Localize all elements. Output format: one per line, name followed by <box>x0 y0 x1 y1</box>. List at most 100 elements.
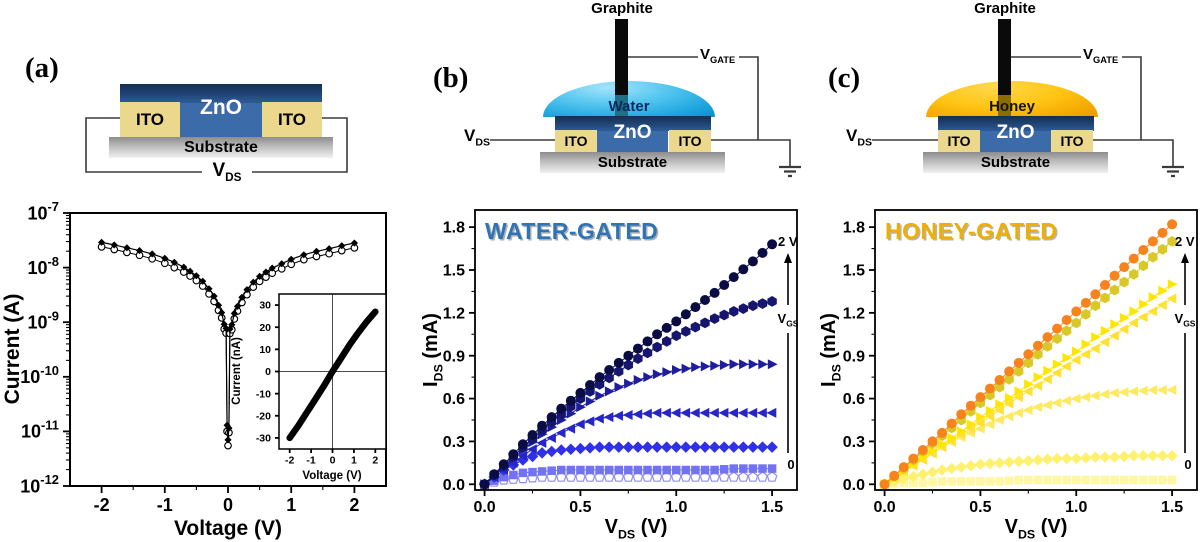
svg-text:2: 2 <box>349 495 359 515</box>
panel-b-letter: (b) <box>433 62 469 94</box>
svg-text:-20: -20 <box>256 410 271 422</box>
ito-right-a: ITO <box>262 102 322 137</box>
graphite-label-b: Graphite <box>591 0 653 17</box>
svg-text:1.0: 1.0 <box>1065 499 1087 516</box>
svg-text:0: 0 <box>330 455 336 467</box>
zno-channel-c <box>980 131 1051 152</box>
svg-text:0.6: 0.6 <box>443 391 465 408</box>
svg-text:0: 0 <box>1184 457 1191 472</box>
zno-layer-b <box>555 116 711 131</box>
substrate-b: Substrate <box>540 152 725 173</box>
svg-text:IDS (mA): IDS (mA) <box>818 313 844 387</box>
svg-text:Voltage (V): Voltage (V) <box>302 470 361 482</box>
ito-left-a: ITO <box>120 102 180 137</box>
wire-c-gate <box>1011 56 1142 140</box>
zno-label-c: ZnO <box>996 122 1035 143</box>
svg-text:0.5: 0.5 <box>969 499 991 516</box>
svg-text:0: 0 <box>223 495 233 515</box>
vds-label-b: VDS <box>464 126 490 149</box>
graphite-rod-b <box>615 19 628 95</box>
svg-text:-1: -1 <box>157 495 173 515</box>
svg-text:-10: -10 <box>256 388 271 400</box>
svg-text:VDS (V): VDS (V) <box>1005 516 1068 542</box>
panel-a-letter: (a) <box>25 52 59 84</box>
graphite-rod-tip-b <box>615 95 628 116</box>
svg-text:1.5: 1.5 <box>1161 499 1183 516</box>
svg-text:10-11: 10-11 <box>21 418 59 442</box>
vgate-label-c: VGATE <box>1083 46 1119 65</box>
ito-left-b: ITO <box>555 130 597 152</box>
svg-text:1.0: 1.0 <box>665 499 687 516</box>
ito-right-b: ITO <box>669 130 711 152</box>
ground-icon <box>779 165 801 178</box>
ito-right-c: ITO <box>1051 130 1093 152</box>
vgate-label-b: VGATE <box>700 46 736 65</box>
graphite-label-c: Graphite <box>974 0 1036 17</box>
panel-c-letter: (c) <box>828 62 861 94</box>
svg-text:0.3: 0.3 <box>843 434 865 451</box>
svg-text:10-10: 10-10 <box>20 363 59 387</box>
substrate-a: Substrate <box>109 137 333 158</box>
svg-text:0.3: 0.3 <box>443 434 465 451</box>
wire-b-gate <box>628 56 759 140</box>
wire-a <box>85 117 348 173</box>
svg-text:0.5: 0.5 <box>569 499 591 516</box>
zno-label-b: ZnO <box>613 122 652 143</box>
svg-text:10-7: 10-7 <box>27 199 59 223</box>
graphite-rod-tip-c <box>998 95 1011 116</box>
svg-text:0.6: 0.6 <box>843 391 865 408</box>
vds-label-a: VDS <box>202 158 252 184</box>
svg-text:1.2: 1.2 <box>443 305 465 322</box>
svg-text:0.9: 0.9 <box>443 348 465 365</box>
water-label: Water <box>608 97 650 115</box>
svg-text:0.0: 0.0 <box>443 477 465 494</box>
svg-text:20: 20 <box>259 322 271 334</box>
water-gated-output-plot: 0.0 0.5 1.0 1.5 0.0 0.3 0.6 0.9 1.2 1.5 1.8 VDS (V)… <box>420 209 799 542</box>
svg-text:1.5: 1.5 <box>761 499 783 516</box>
honey-gated-output-plot: 0.0 0.5 1.0 1.5 0.0 0.3 0.6 0.9 1.2 1.5 1.8 VDS (V)… <box>818 209 1198 542</box>
svg-text:1.5: 1.5 <box>443 263 465 280</box>
graphite-rod-c <box>998 19 1011 95</box>
svg-text:Voltage (V): Voltage (V) <box>174 517 282 540</box>
substrate-c: Substrate <box>923 152 1108 173</box>
svg-text:-2: -2 <box>285 455 294 467</box>
svg-text:10-8: 10-8 <box>27 254 59 278</box>
svg-text:Current (A): Current (A) <box>1 294 24 405</box>
zno-layer-c <box>938 116 1094 131</box>
svg-text:IDS (mA): IDS (mA) <box>420 313 446 387</box>
zno-layer-a <box>120 84 322 103</box>
wire-c-drain <box>1093 139 1174 166</box>
svg-text:1.8: 1.8 <box>843 220 865 237</box>
zno-label-a: ZnO <box>200 96 242 119</box>
svg-text:-30: -30 <box>256 433 271 445</box>
svg-text:0.0: 0.0 <box>843 477 865 494</box>
svg-text:-1: -1 <box>306 455 315 467</box>
svg-text:30: 30 <box>259 300 271 312</box>
svg-text:0.0: 0.0 <box>873 499 895 516</box>
svg-text:1.5: 1.5 <box>843 263 865 280</box>
zno-channel-a <box>180 103 262 137</box>
svg-text:1: 1 <box>351 455 357 467</box>
svg-text:0.0: 0.0 <box>473 499 495 516</box>
svg-text:10: 10 <box>259 344 271 356</box>
svg-text:2 V: 2 V <box>1175 234 1195 249</box>
svg-text:0: 0 <box>787 457 794 472</box>
ground-icon <box>1162 165 1184 178</box>
svg-text:VDS (V): VDS (V) <box>605 516 668 542</box>
svg-text:HONEY-GATED: HONEY-GATED <box>885 218 1057 244</box>
svg-text:2 V: 2 V <box>778 234 798 249</box>
honey-label: Honey <box>989 97 1035 115</box>
wire-b-drain <box>710 139 791 166</box>
svg-text:-2: -2 <box>94 495 110 515</box>
svg-text:0: 0 <box>265 366 271 378</box>
svg-text:1.2: 1.2 <box>843 305 865 322</box>
svg-text:10-12: 10-12 <box>20 472 59 496</box>
vds-label-c: VDS <box>846 126 872 149</box>
svg-text:1: 1 <box>286 495 296 515</box>
ito-left-c: ITO <box>938 130 980 152</box>
svg-text:WATER-GATED: WATER-GATED <box>485 218 658 244</box>
svg-text:Current (nA): Current (nA) <box>231 337 243 405</box>
